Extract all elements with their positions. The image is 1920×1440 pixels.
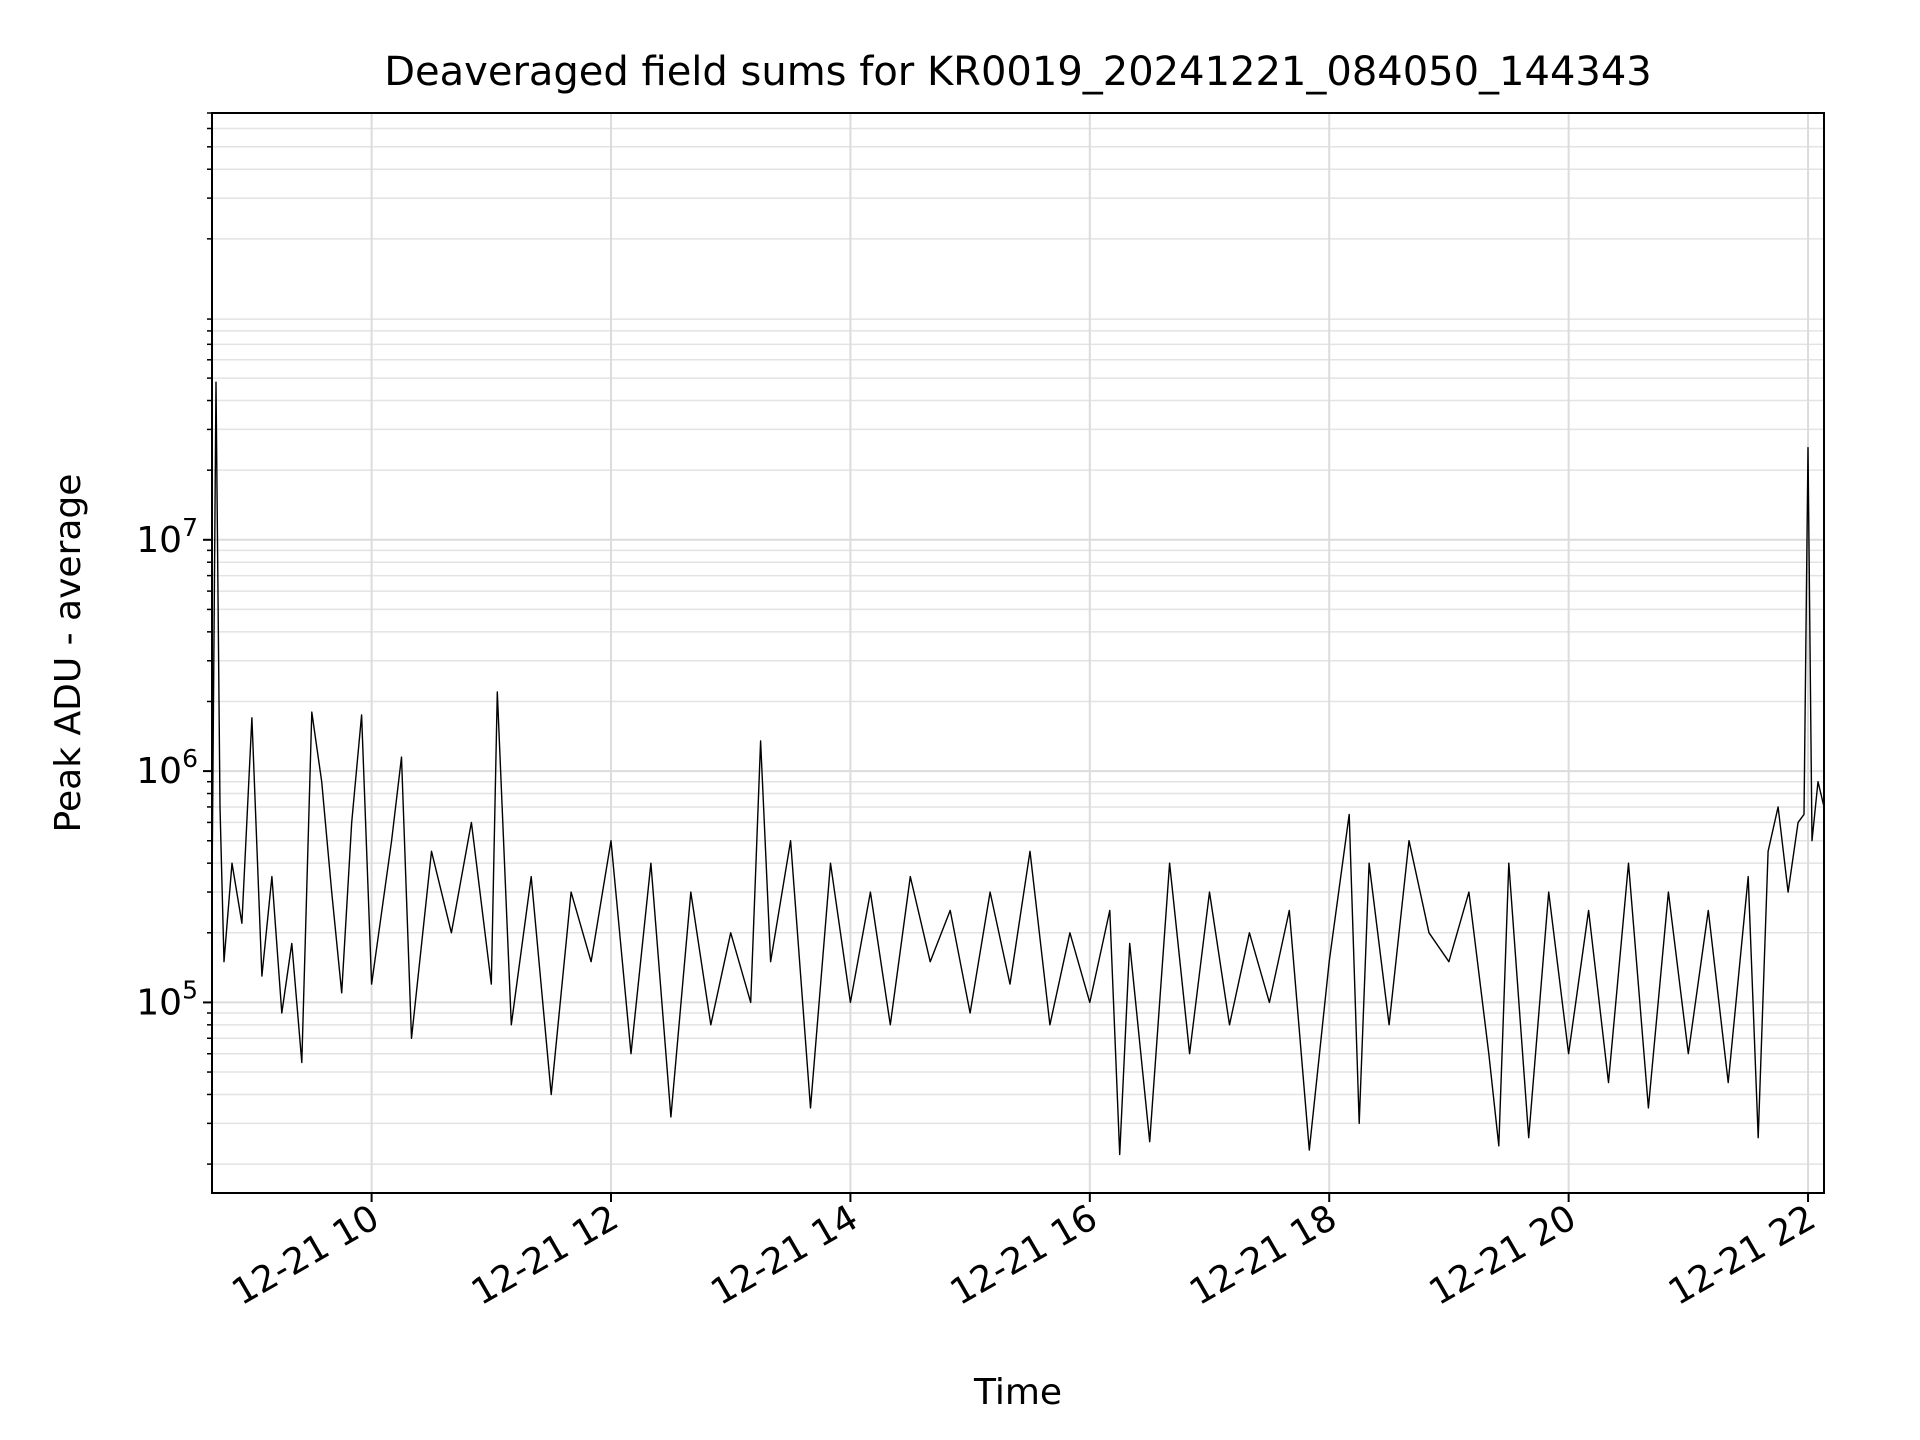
major-gridlines — [212, 113, 1824, 1193]
y-tick-label: 106 — [136, 744, 198, 792]
x-axis-label: Time — [973, 1372, 1062, 1413]
chart-title: Deaveraged field sums for KR0019_2024122… — [384, 49, 1652, 95]
y-axis-ticks: 105 106 107 — [136, 112, 212, 1165]
series-line — [211, 381, 1825, 1156]
y-axis-label: Peak ADU - average — [48, 474, 89, 833]
y-tick-label: 105 — [136, 975, 198, 1023]
y-tick-label: 107 — [136, 513, 198, 561]
plot-frame — [211, 112, 1825, 1194]
